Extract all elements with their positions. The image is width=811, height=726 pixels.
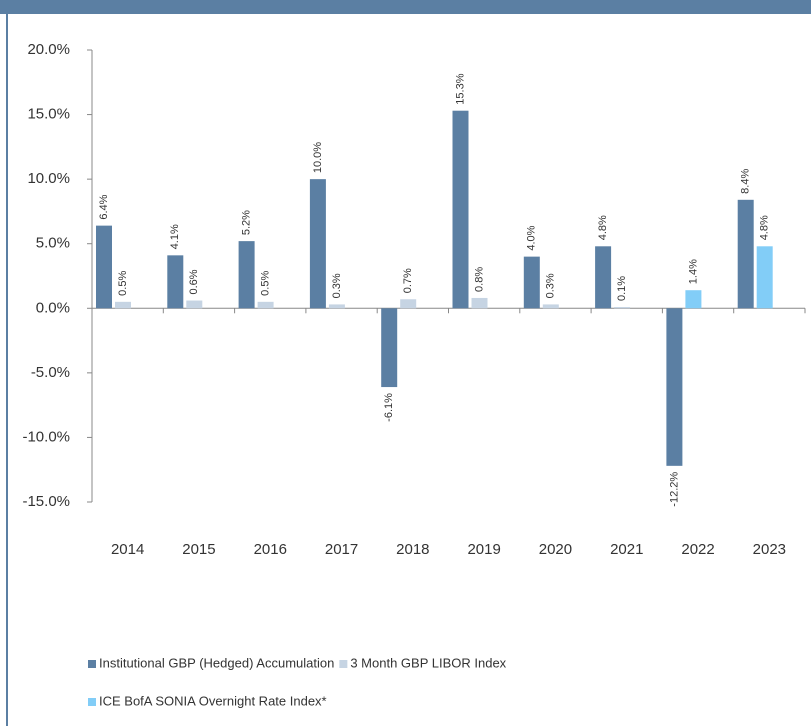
bar (471, 297, 488, 309)
y-tick-label: -5.0% (31, 364, 70, 381)
data-label: 4.8% (597, 215, 609, 240)
bar (666, 308, 683, 466)
data-label: -6.1% (383, 393, 395, 422)
data-label: 1.4% (687, 259, 699, 284)
x-tick-label: 2016 (254, 541, 287, 558)
x-tick-label: 2014 (111, 541, 144, 558)
y-tick-label: 0.0% (36, 299, 70, 316)
data-label: 0.6% (188, 269, 200, 294)
data-label: 4.1% (169, 224, 181, 249)
data-label: 4.0% (526, 225, 538, 250)
data-label: 5.2% (241, 210, 253, 235)
bar (400, 299, 417, 309)
data-label: 0.3% (331, 273, 343, 298)
x-tick-label: 2017 (325, 541, 358, 558)
legend-swatch (88, 660, 96, 668)
bar (523, 256, 540, 309)
bar (186, 300, 203, 309)
data-label: 4.8% (759, 215, 771, 240)
data-label: 0.5% (260, 271, 272, 296)
legend-label: 3 Month GBP LIBOR Index (350, 655, 506, 670)
bar (328, 304, 345, 309)
data-label: 0.8% (473, 267, 485, 292)
legend-swatch (88, 698, 96, 706)
data-label: 0.5% (117, 271, 129, 296)
data-label: 10.0% (312, 142, 324, 173)
data-label: 0.7% (402, 268, 414, 293)
data-label: 6.4% (98, 194, 110, 219)
y-tick-label: 20.0% (27, 41, 70, 58)
data-label: 0.1% (616, 276, 628, 301)
bar (452, 110, 469, 309)
legend-label: Institutional GBP (Hedged) Accumulation (99, 655, 334, 670)
data-label: 8.4% (740, 169, 752, 194)
bar (737, 199, 754, 309)
y-tick-label: 15.0% (27, 106, 70, 123)
bar (756, 246, 773, 309)
legend-swatch (339, 660, 348, 668)
bar (595, 246, 612, 309)
bar (542, 304, 559, 309)
x-tick-label: 2018 (396, 541, 429, 558)
data-label: 15.3% (454, 73, 466, 104)
bar (115, 301, 131, 309)
bar (238, 241, 255, 309)
y-tick-label: 10.0% (27, 170, 70, 187)
bar (685, 290, 702, 309)
bar (167, 255, 184, 309)
x-tick-label: 2019 (467, 541, 500, 558)
x-tick-label: 2021 (610, 541, 643, 558)
y-tick-label: -15.0% (22, 493, 70, 510)
bar (96, 225, 112, 309)
frame-left (6, 14, 8, 726)
x-tick-label: 2022 (681, 541, 714, 558)
x-tick-label: 2015 (182, 541, 215, 558)
legend-label: ICE BofA SONIA Overnight Rate Index* (99, 693, 327, 708)
bar (257, 301, 274, 309)
data-label: -12.2% (668, 472, 680, 507)
data-label: 0.3% (545, 273, 557, 298)
bar (381, 308, 398, 388)
x-tick-label: 2020 (539, 541, 572, 558)
bar (614, 306, 631, 309)
frame-top (0, 0, 811, 14)
bar (309, 179, 326, 309)
y-tick-label: -10.0% (22, 428, 70, 445)
x-tick-label: 2023 (753, 541, 786, 558)
y-tick-label: 5.0% (36, 235, 70, 252)
